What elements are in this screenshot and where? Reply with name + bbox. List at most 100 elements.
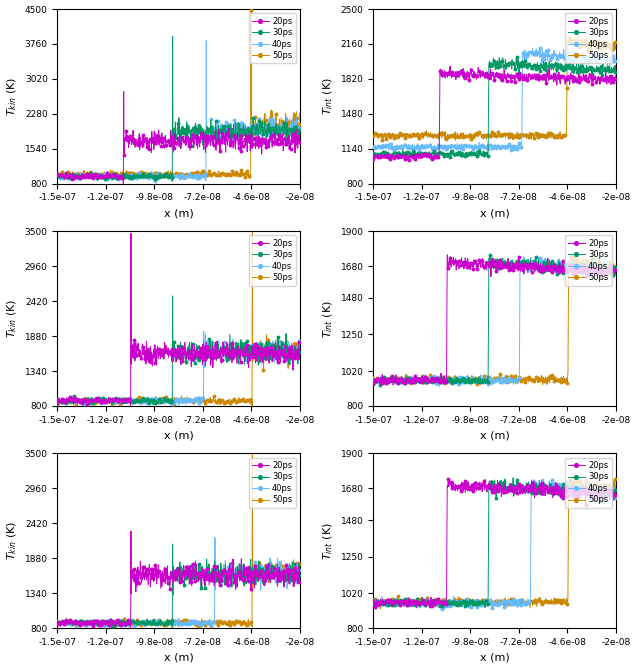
20ps: [214, 343, 221, 351]
40ps: [435, 382, 443, 390]
30ps: [559, 480, 567, 488]
40ps: [529, 51, 537, 59]
40ps: [214, 125, 221, 133]
Line: 30ps: 30ps: [56, 543, 301, 629]
20ps: [589, 263, 597, 271]
40ps: [429, 142, 437, 150]
30ps: [214, 128, 221, 136]
30ps: [130, 617, 138, 625]
30ps: [438, 597, 445, 605]
20ps: [612, 71, 619, 79]
40ps: [113, 172, 121, 180]
Line: 50ps: 50ps: [56, 9, 301, 180]
Line: 50ps: 50ps: [56, 454, 301, 628]
30ps: [53, 400, 61, 408]
20ps: [589, 71, 597, 79]
40ps: [273, 344, 280, 352]
30ps: [53, 170, 61, 178]
40ps: [429, 377, 436, 385]
50ps: [438, 596, 446, 604]
30ps: [438, 149, 446, 157]
50ps: [213, 172, 221, 180]
20ps: [559, 257, 567, 265]
40ps: [410, 147, 418, 155]
Line: 50ps: 50ps: [56, 231, 301, 411]
50ps: [612, 261, 619, 269]
20ps: [589, 486, 597, 494]
50ps: [122, 395, 130, 403]
50ps: [53, 617, 61, 625]
30ps: [296, 570, 304, 578]
20ps: [122, 399, 130, 407]
30ps: [428, 154, 436, 162]
30ps: [122, 171, 130, 179]
30ps: [130, 170, 138, 178]
40ps: [53, 170, 61, 178]
20ps: [370, 599, 377, 607]
Legend: 20ps, 30ps, 40ps, 50ps: 20ps, 30ps, 40ps, 50ps: [249, 13, 296, 63]
50ps: [248, 623, 256, 631]
40ps: [243, 572, 251, 580]
30ps: [169, 177, 176, 185]
20ps: [447, 480, 455, 488]
30ps: [169, 624, 176, 632]
40ps: [130, 622, 138, 630]
50ps: [370, 375, 377, 383]
30ps: [513, 53, 521, 61]
50ps: [370, 597, 377, 605]
50ps: [438, 129, 446, 137]
20ps: [214, 141, 221, 149]
40ps: [441, 605, 448, 613]
20ps: [559, 494, 567, 502]
40ps: [53, 397, 61, 405]
20ps: [127, 527, 135, 535]
50ps: [529, 375, 536, 383]
20ps: [273, 134, 280, 142]
30ps: [243, 345, 251, 353]
40ps: [200, 327, 207, 335]
40ps: [296, 564, 304, 572]
Y-axis label: $T_{int}$ (K): $T_{int}$ (K): [321, 522, 335, 560]
X-axis label: x (m): x (m): [164, 208, 193, 218]
Line: 30ps: 30ps: [56, 35, 301, 182]
40ps: [589, 488, 597, 496]
50ps: [130, 617, 138, 625]
40ps: [612, 486, 619, 494]
20ps: [612, 271, 619, 279]
20ps: [243, 564, 251, 572]
40ps: [612, 59, 619, 67]
20ps: [53, 621, 61, 629]
Line: 50ps: 50ps: [372, 473, 617, 611]
Line: 40ps: 40ps: [372, 256, 617, 387]
20ps: [438, 377, 446, 385]
20ps: [429, 596, 437, 604]
20ps: [447, 260, 455, 268]
30ps: [169, 292, 176, 300]
50ps: [273, 565, 280, 573]
40ps: [130, 395, 138, 403]
30ps: [612, 494, 619, 502]
40ps: [113, 398, 121, 406]
50ps: [213, 616, 221, 624]
20ps: [113, 399, 121, 407]
50ps: [438, 377, 445, 385]
40ps: [214, 562, 221, 570]
30ps: [273, 569, 280, 577]
30ps: [273, 121, 280, 129]
40ps: [438, 375, 446, 383]
30ps: [529, 264, 537, 272]
40ps: [589, 265, 597, 273]
50ps: [558, 601, 566, 609]
50ps: [429, 134, 437, 142]
20ps: [127, 627, 134, 635]
30ps: [612, 268, 619, 276]
Y-axis label: $T_{int}$ (K): $T_{int}$ (K): [321, 300, 335, 337]
50ps: [589, 271, 597, 279]
Line: 50ps: 50ps: [372, 35, 617, 142]
Line: 20ps: 20ps: [56, 90, 301, 186]
Y-axis label: $T_{kin}$ (K): $T_{kin}$ (K): [6, 77, 19, 116]
30ps: [214, 571, 221, 579]
30ps: [429, 149, 437, 157]
40ps: [370, 376, 377, 384]
30ps: [296, 345, 304, 353]
